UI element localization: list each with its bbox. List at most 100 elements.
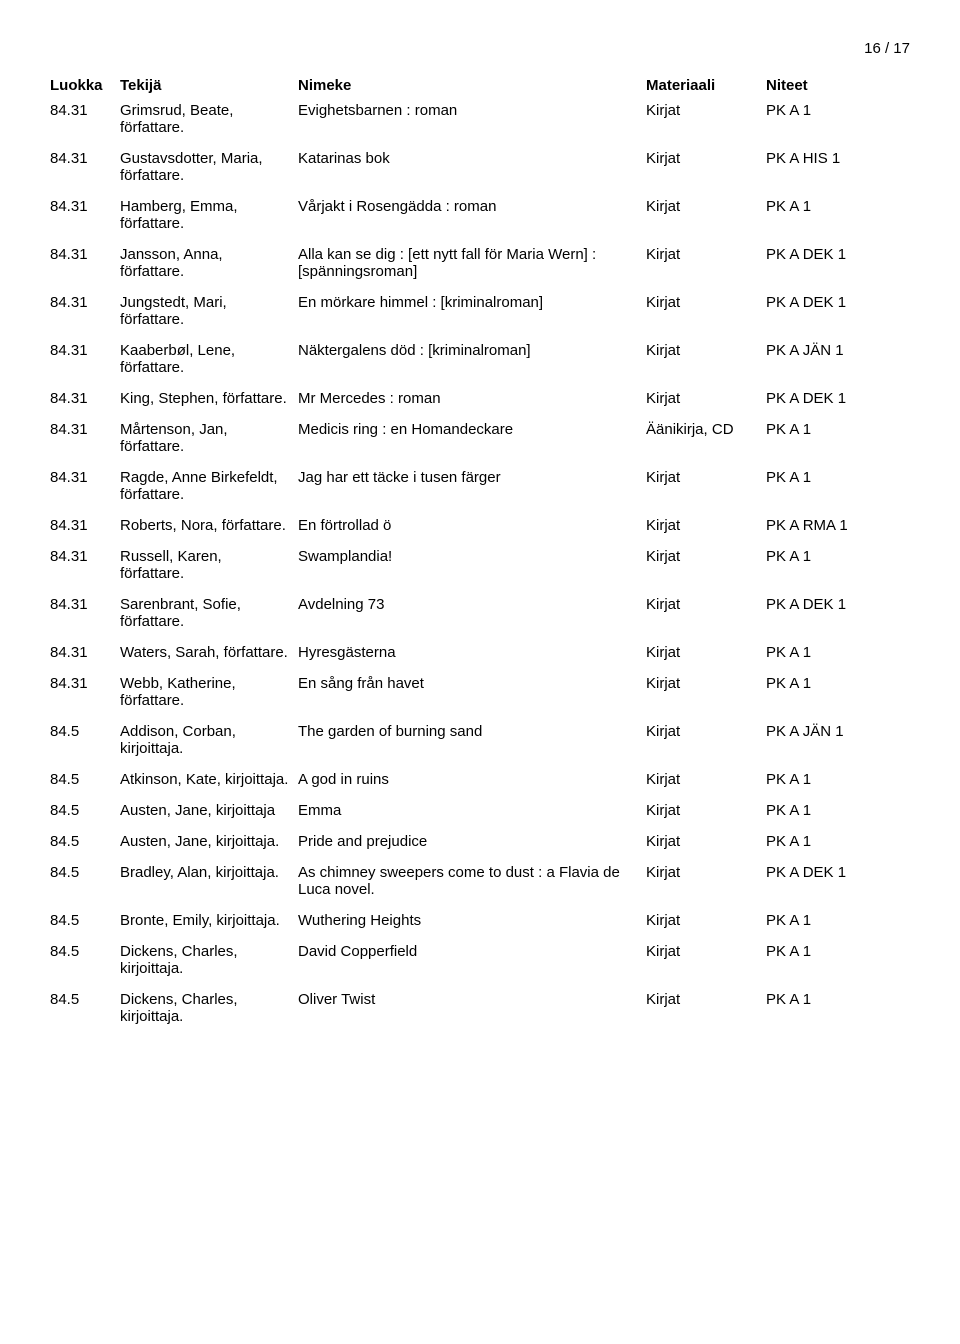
cell-nimeke: Jag har ett täcke i tusen färger [298,469,646,486]
cell-tekija: Jansson, Anna, författare. [120,246,298,280]
cell-nimeke: Vårjakt i Rosengädda : roman [298,198,646,215]
header-luokka: Luokka [50,77,120,94]
cell-tekija: Jungstedt, Mari, författare. [120,294,298,328]
cell-nimeke: As chimney sweepers come to dust : a Fla… [298,864,646,898]
cell-luokka: 84.31 [50,342,120,359]
cell-tekija: Austen, Jane, kirjoittaja. [120,833,298,850]
table-row: 84.31Jungstedt, Mari, författare.En mörk… [50,294,910,328]
cell-niteet: PK A 1 [766,421,876,438]
table-row: 84.5Bronte, Emily, kirjoittaja.Wuthering… [50,912,910,929]
cell-tekija: Dickens, Charles, kirjoittaja. [120,943,298,977]
table-row: 84.5Austen, Jane, kirjoittaja.Pride and … [50,833,910,850]
cell-niteet: PK A 1 [766,912,876,929]
cell-nimeke: Näktergalens död : [kriminalroman] [298,342,646,359]
cell-materiaali: Äänikirja, CD [646,421,766,438]
cell-materiaali: Kirjat [646,644,766,661]
cell-materiaali: Kirjat [646,864,766,881]
cell-materiaali: Kirjat [646,991,766,1008]
table-row: 84.31Waters, Sarah, författare.Hyresgäst… [50,644,910,661]
cell-luokka: 84.31 [50,150,120,167]
cell-niteet: PK A DEK 1 [766,596,876,613]
cell-tekija: Atkinson, Kate, kirjoittaja. [120,771,298,788]
table-row: 84.31Jansson, Anna, författare.Alla kan … [50,246,910,280]
cell-niteet: PK A DEK 1 [766,864,876,881]
cell-nimeke: Avdelning 73 [298,596,646,613]
cell-tekija: Waters, Sarah, författare. [120,644,298,661]
cell-materiaali: Kirjat [646,342,766,359]
cell-luokka: 84.5 [50,912,120,929]
cell-luokka: 84.5 [50,833,120,850]
table-row: 84.31Mårtenson, Jan, författare.Medicis … [50,421,910,455]
page-number: 16 / 17 [50,40,910,57]
cell-nimeke: Oliver Twist [298,991,646,1008]
cell-luokka: 84.31 [50,596,120,613]
cell-tekija: Grimsrud, Beate, författare. [120,102,298,136]
cell-niteet: PK A 1 [766,991,876,1008]
cell-niteet: PK A JÄN 1 [766,342,876,359]
cell-niteet: PK A 1 [766,644,876,661]
cell-materiaali: Kirjat [646,294,766,311]
cell-luokka: 84.5 [50,943,120,960]
cell-materiaali: Kirjat [646,102,766,119]
cell-materiaali: Kirjat [646,675,766,692]
cell-niteet: PK A 1 [766,102,876,119]
table-row: 84.31Hamberg, Emma, författare.Vårjakt i… [50,198,910,232]
cell-niteet: PK A 1 [766,198,876,215]
cell-niteet: PK A 1 [766,833,876,850]
cell-tekija: Addison, Corban, kirjoittaja. [120,723,298,757]
table-row: 84.5Bradley, Alan, kirjoittaja.As chimne… [50,864,910,898]
cell-luokka: 84.31 [50,102,120,119]
cell-nimeke: Wuthering Heights [298,912,646,929]
cell-tekija: King, Stephen, författare. [120,390,298,407]
cell-nimeke: Mr Mercedes : roman [298,390,646,407]
cell-nimeke: En sång från havet [298,675,646,692]
cell-tekija: Roberts, Nora, författare. [120,517,298,534]
table-row: 84.5Austen, Jane, kirjoittajaEmmaKirjatP… [50,802,910,819]
header-nimeke: Nimeke [298,77,646,94]
cell-nimeke: En mörkare himmel : [kriminalroman] [298,294,646,311]
cell-luokka: 84.5 [50,991,120,1008]
table-row: 84.31Grimsrud, Beate, författare.Evighet… [50,102,910,136]
cell-niteet: PK A 1 [766,802,876,819]
cell-niteet: PK A 1 [766,943,876,960]
cell-luokka: 84.5 [50,771,120,788]
cell-niteet: PK A 1 [766,675,876,692]
header-tekija: Tekijä [120,77,298,94]
cell-materiaali: Kirjat [646,517,766,534]
cell-luokka: 84.31 [50,421,120,438]
cell-materiaali: Kirjat [646,548,766,565]
cell-luokka: 84.5 [50,864,120,881]
cell-nimeke: Katarinas bok [298,150,646,167]
cell-niteet: PK A DEK 1 [766,390,876,407]
cell-niteet: PK A 1 [766,548,876,565]
table-row: 84.31Kaaberbøl, Lene, författare.Näkterg… [50,342,910,376]
cell-nimeke: Alla kan se dig : [ett nytt fall för Mar… [298,246,646,280]
cell-materiaali: Kirjat [646,596,766,613]
cell-tekija: Gustavsdotter, Maria, författare. [120,150,298,184]
cell-niteet: PK A 1 [766,469,876,486]
cell-luokka: 84.31 [50,294,120,311]
cell-materiaali: Kirjat [646,833,766,850]
table-row: 84.31Gustavsdotter, Maria, författare.Ka… [50,150,910,184]
cell-tekija: Bradley, Alan, kirjoittaja. [120,864,298,881]
cell-luokka: 84.31 [50,644,120,661]
cell-tekija: Kaaberbøl, Lene, författare. [120,342,298,376]
cell-materiaali: Kirjat [646,469,766,486]
cell-nimeke: Pride and prejudice [298,833,646,850]
cell-niteet: PK A 1 [766,771,876,788]
cell-nimeke: Medicis ring : en Homandeckare [298,421,646,438]
cell-tekija: Bronte, Emily, kirjoittaja. [120,912,298,929]
table-row: 84.31King, Stephen, författare.Mr Merced… [50,390,910,407]
cell-materiaali: Kirjat [646,390,766,407]
cell-materiaali: Kirjat [646,802,766,819]
table-row: 84.5Atkinson, Kate, kirjoittaja.A god in… [50,771,910,788]
cell-tekija: Russell, Karen, författare. [120,548,298,582]
cell-luokka: 84.5 [50,723,120,740]
cell-niteet: PK A DEK 1 [766,294,876,311]
cell-tekija: Ragde, Anne Birkefeldt, författare. [120,469,298,503]
cell-materiaali: Kirjat [646,150,766,167]
table-row: 84.31Russell, Karen, författare.Swamplan… [50,548,910,582]
cell-nimeke: Evighetsbarnen : roman [298,102,646,119]
cell-materiaali: Kirjat [646,943,766,960]
cell-luokka: 84.31 [50,517,120,534]
